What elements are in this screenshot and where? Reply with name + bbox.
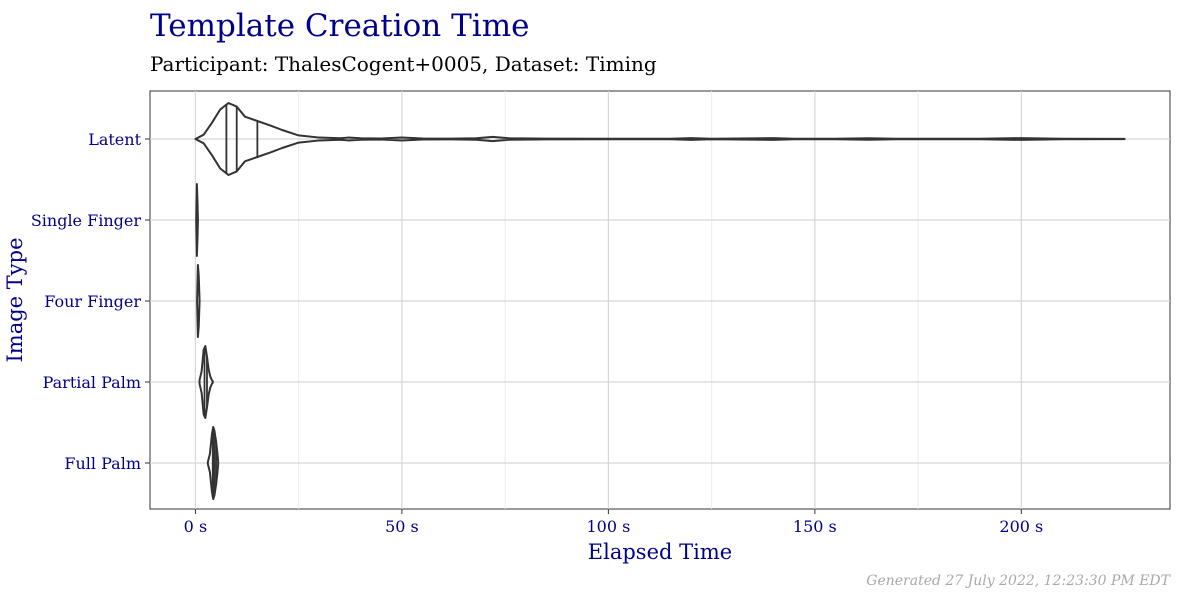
y-tick-label: Four Finger (44, 292, 141, 311)
y-tick-label: Single Finger (31, 211, 142, 230)
violin-four-finger (196, 264, 201, 338)
violin-single-finger (195, 183, 199, 257)
chart-subtitle: Participant: ThalesCogent+0005, Dataset:… (150, 52, 657, 76)
violins (194, 102, 1126, 500)
x-tick-label: 50 s (385, 517, 419, 536)
y-axis-ticks: Latent Single Finger Four Finger Partial Pa… (31, 130, 150, 473)
gridlines (150, 91, 1170, 509)
generated-caption: Generated 27 July 2022, 12:23:30 PM EDT (866, 573, 1170, 589)
x-tick-label: 150 s (793, 517, 837, 536)
plot-panel (149, 90, 1171, 510)
y-axis-title: Image Type (3, 237, 27, 362)
x-axis-ticks: 0 s 50 s 100 s 150 s 200 s (184, 509, 1043, 536)
x-axis-title: Elapsed Time (588, 540, 732, 564)
violin-latent (194, 102, 1126, 176)
chart-title: Template Creation Time (150, 8, 530, 44)
x-tick-label: 200 s (999, 517, 1043, 536)
x-tick-label: 0 s (184, 517, 207, 536)
y-tick-label: Full Palm (64, 454, 141, 473)
y-tick-label: Partial Palm (43, 373, 141, 392)
y-tick-label: Latent (88, 130, 141, 149)
x-tick-label: 100 s (586, 517, 630, 536)
